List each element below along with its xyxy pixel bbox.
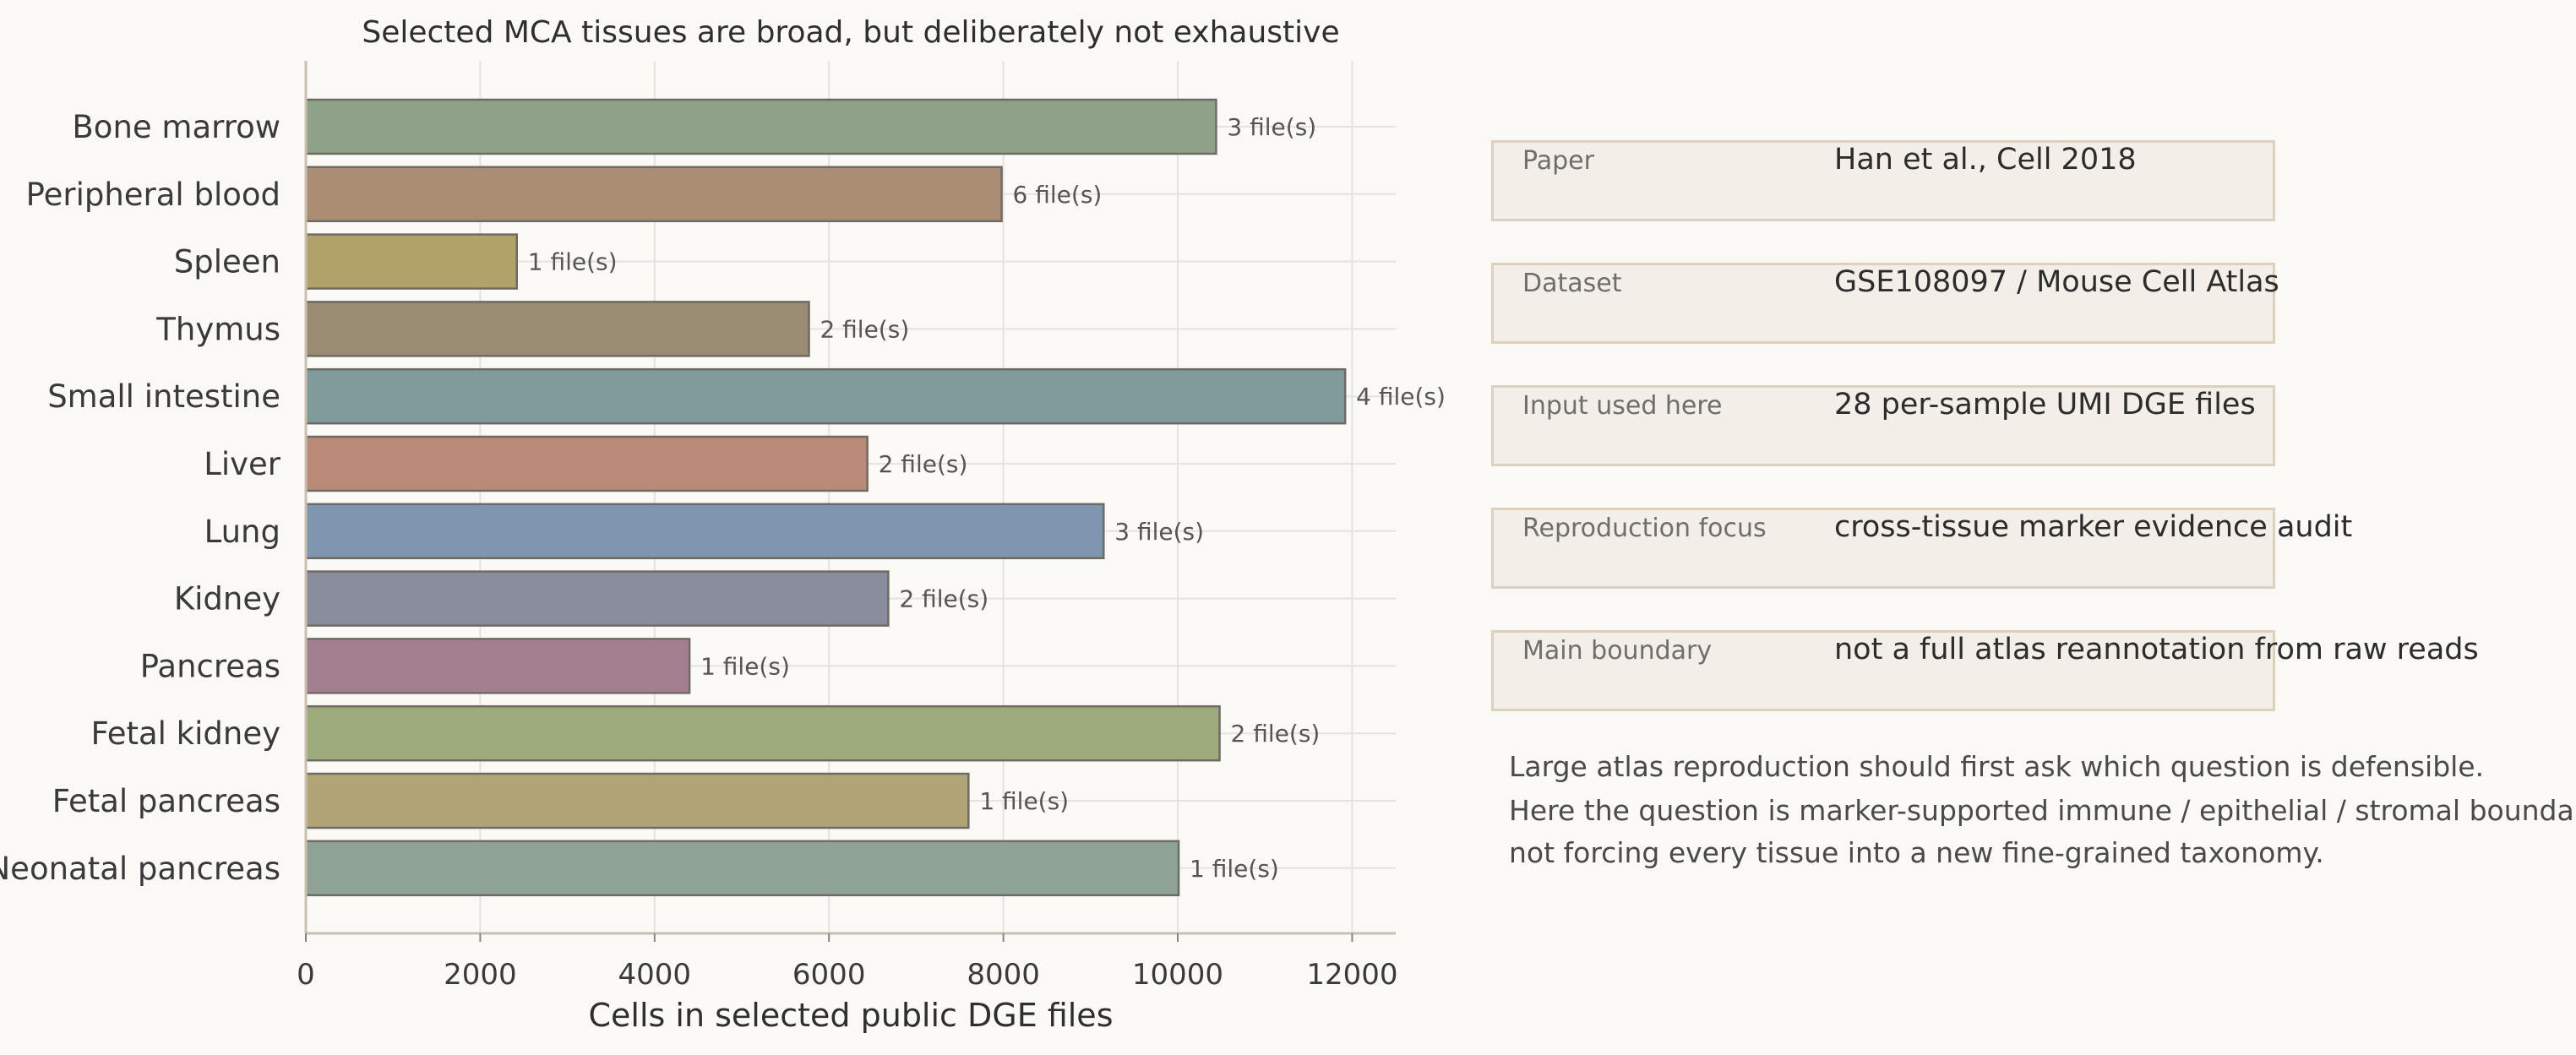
category-label: Spleen [174,244,280,280]
bar-data-label: 2 file(s) [1231,720,1321,748]
bar-data-label: 1 file(s) [1190,855,1279,883]
info-key: Reproduction focus [1522,514,1767,543]
bar-data-label: 1 file(s) [528,248,618,276]
x-tick-label: 0 [297,958,315,992]
info-value: cross-tissue marker evidence audit [1834,510,2353,544]
info-value: not a full atlas reannotation from raw r… [1834,633,2479,666]
x-tick-label: 12000 [1306,958,1397,992]
bar-data-label: 1 file(s) [979,787,1069,815]
bar [304,98,1217,155]
bar-data-label: 1 file(s) [700,652,790,680]
bars [304,98,1347,897]
info-row: Paper Han et al., Cell 2018 [1491,140,2275,221]
chart-title: Selected MCA tissues are broad, but deli… [362,15,1339,50]
bar-data-label: 2 file(s) [899,585,988,613]
info-key: Main boundary [1522,636,1713,666]
category-label: Thymus [155,311,280,347]
info-value: Han et al., Cell 2018 [1834,143,2137,177]
category-label: Neonatal pancreas [0,851,280,887]
bar-data-label: 2 file(s) [820,315,909,343]
bar [304,166,1003,223]
bar [304,301,810,357]
category-label: Kidney [174,581,280,617]
info-key: Paper [1522,146,1594,176]
info-row: Input used here 28 per-sample UMI DGE fil… [1491,385,2275,466]
bar [304,704,1221,762]
note-line: Here the question is marker-supported im… [1509,794,2576,827]
bar-data-label: 6 file(s) [1013,181,1103,209]
axes: Bone marrow 3 file(s) Peripheral blood 6 fi… [0,61,1446,992]
bar [304,570,890,627]
bar-data-label: 4 file(s) [1356,383,1446,411]
bar-data-label: 2 file(s) [879,450,968,478]
bar [304,638,691,694]
bar-data-label: 3 file(s) [1114,518,1204,546]
info-key: Input used here [1522,391,1723,421]
x-tick-label: 10000 [1132,958,1223,992]
x-axis-label: Cells in selected public DGE files [589,997,1114,1034]
bar-data-label: 3 file(s) [1227,113,1316,141]
note-line: not forcing every tissue into a new fine… [1509,836,2324,869]
bar [304,840,1180,897]
info-row: Dataset GSE108097 / Mouse Cell Atlas [1491,263,2279,344]
bar [304,435,869,492]
category-label: Pancreas [140,648,280,684]
x-tick-label: 2000 [444,958,517,992]
category-label: Peripheral blood [26,177,280,213]
bar [304,772,970,829]
note-line: Large atlas reproduction should first as… [1509,750,2485,783]
x-tick-label: 6000 [792,958,866,992]
x-tick-label: 4000 [618,958,692,992]
info-row: Reproduction focus cross-tissue marker ev… [1491,508,2352,589]
category-label: Bone marrow [72,109,280,145]
bar [304,233,518,290]
info-value: GSE108097 / Mouse Cell Atlas [1834,265,2279,299]
category-label: Liver [204,446,281,482]
bar [304,503,1105,560]
info-key: Dataset [1522,269,1622,298]
category-label: Small intestine [47,378,280,415]
category-label: Lung [204,514,280,550]
bar-chart: Selected MCA tissues are broad, but deli… [0,15,1446,1034]
info-value: 28 per-sample UMI DGE files [1834,388,2256,421]
x-tick-label: 8000 [967,958,1040,992]
bar [304,367,1347,425]
category-label: Fetal pancreas [52,783,280,819]
category-label: Fetal kidney [90,715,280,752]
info-row: Main boundary not a full atlas reannotati… [1491,630,2479,711]
